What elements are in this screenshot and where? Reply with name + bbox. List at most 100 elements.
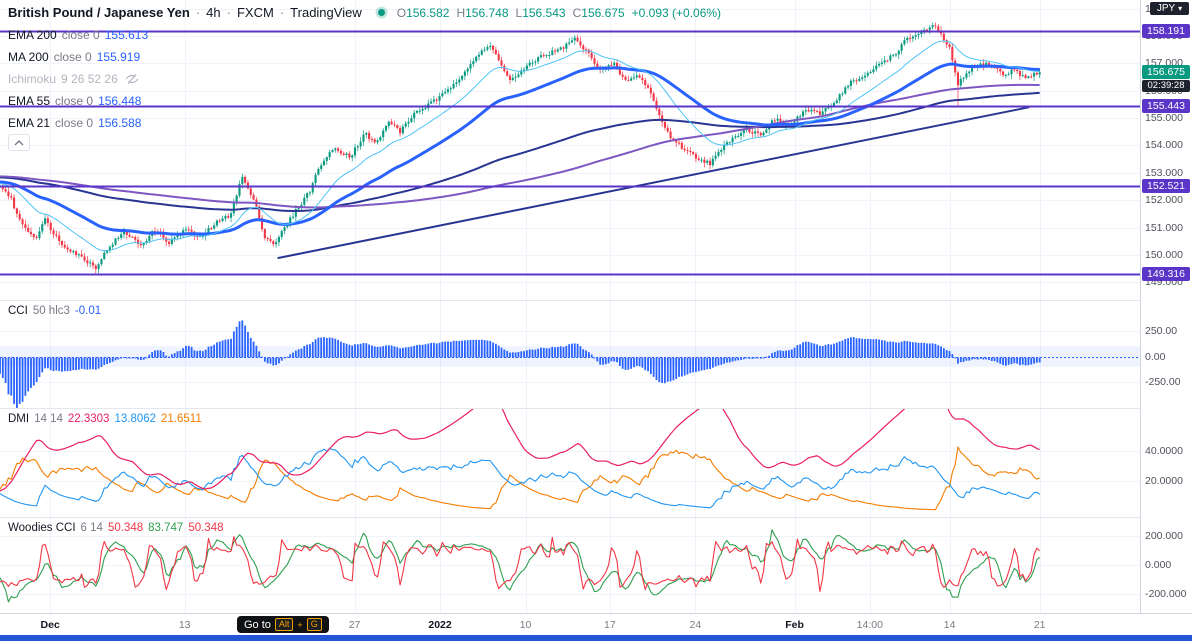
indicator-value: 13.8062 — [114, 413, 157, 425]
indicator-params: 6 14 — [80, 522, 103, 534]
dmi-scale-tick: 40.0000 — [1145, 445, 1183, 457]
symbol-exchange: FXCM — [236, 5, 274, 20]
bar-countdown-badge: 02:39:28 — [1142, 80, 1190, 93]
g-keycap: G — [306, 618, 322, 631]
time-axis-label: 21 — [1033, 619, 1046, 631]
cci-scale-tick: -250.00 — [1145, 376, 1181, 389]
indicator-value: 155.613 — [104, 28, 149, 42]
symbol-interval[interactable]: 4h — [206, 5, 221, 20]
symbol-title[interactable]: British Pound / Japanese Yen — [8, 5, 190, 20]
footer-bar — [0, 635, 1192, 641]
indicator-value: -0.01 — [74, 305, 102, 317]
time-axis-label: Dec — [40, 619, 60, 631]
woodies-scale-tick: -200.000 — [1145, 588, 1187, 600]
indicator-params: 9 26 52 26 — [61, 72, 118, 86]
dmi-scale-tick: 20.0000 — [1145, 475, 1183, 487]
dmi-legend[interactable]: DMI 14 14 22.3303 13.8062 21.6511 — [8, 413, 202, 425]
indicator-legend-row[interactable]: EMA 55 close 0 156.448 — [8, 90, 148, 112]
indicator-value: 50.348 — [107, 522, 144, 534]
dmi-indicator-pane[interactable] — [0, 409, 1140, 517]
currency-dropdown[interactable]: JPY ▾ — [1150, 2, 1189, 15]
indicator-value: 83.747 — [148, 522, 184, 534]
indicator-name: Woodies CCI — [8, 522, 76, 534]
price-level-badge: 152.521 — [1142, 178, 1190, 193]
platform-name: TradingView — [290, 5, 362, 20]
time-axis-label: 14 — [943, 619, 956, 631]
separator-dot: · — [195, 5, 201, 20]
price-level-badge: 155.443 — [1142, 99, 1190, 114]
woodies-cci-pane[interactable] — [0, 518, 1140, 613]
indicator-name: DMI — [8, 413, 30, 425]
time-axis-label: 17 — [604, 619, 616, 631]
price-scale-tick: 155.000 — [1145, 112, 1183, 125]
separator-dot: · — [279, 5, 285, 20]
indicator-params: 14 14 — [34, 413, 63, 425]
price-level-badge: 149.316 — [1142, 266, 1190, 281]
indicator-name: Ichimoku — [8, 72, 57, 86]
cci-indicator-pane[interactable] — [0, 301, 1140, 408]
woodies-legend[interactable]: Woodies CCI 6 14 50.348 83.747 50.348 — [8, 522, 224, 534]
alt-keycap: Alt — [274, 618, 294, 631]
price-scale-tick: 151.000 — [1145, 221, 1183, 234]
plus-sign: + — [297, 619, 303, 630]
price-change: +0.093 (+0.06%) — [631, 5, 722, 20]
indicators-legend: EMA 200 close 0 155.613 MA 200 close 0 155.91… — [8, 24, 148, 134]
indicator-value: 156.588 — [98, 116, 142, 130]
price-scale-tick: 153.000 — [1145, 166, 1183, 179]
price-level-badge: 158.191 — [1142, 23, 1190, 38]
indicator-value: 22.3303 — [67, 413, 110, 425]
separator-dot: · — [226, 5, 231, 20]
pane-separator[interactable] — [0, 517, 1192, 518]
pane-separator[interactable] — [0, 408, 1192, 409]
indicator-legend-row[interactable]: EMA 21 close 0 156.588 — [8, 112, 148, 134]
indicator-legend-row[interactable]: MA 200 close 0 155.919 — [8, 46, 148, 68]
chevron-down-icon: ▾ — [1178, 3, 1183, 13]
time-axis-label: 13 — [178, 619, 191, 631]
indicator-value: 156.448 — [98, 94, 142, 108]
ohlc-readout: O 156.582 H 156.748 L 156.543 C 156.675 +0.0… — [397, 6, 721, 20]
low-value: L 156.543 — [515, 5, 566, 20]
indicator-params: close 0 — [53, 50, 92, 64]
indicator-params: close 0 — [61, 28, 100, 42]
cci-scale-tick: 0.00 — [1145, 350, 1166, 363]
pane-separator[interactable] — [0, 300, 1192, 301]
high-value: H 156.748 — [456, 5, 509, 20]
woodies-scale-tick: 200.000 — [1145, 529, 1183, 542]
indicator-value: 155.919 — [96, 50, 141, 64]
visibility-off-icon[interactable] — [125, 73, 139, 85]
time-axis[interactable]: Go to Alt + G Dec 13 27 2022 10 17 24 Feb 14:00 1… — [0, 613, 1192, 635]
indicator-name: MA 200 — [8, 50, 49, 64]
time-axis-label: 10 — [519, 619, 532, 631]
indicator-value: 50.348 — [188, 522, 224, 534]
time-axis-label: 14:00 — [856, 619, 883, 631]
price-scale[interactable]: JPY ▾ 159.000158.000157.000156.000155.00… — [1140, 0, 1192, 613]
goto-label: Go to — [244, 618, 271, 631]
woodies-scale-tick: 0.000 — [1145, 558, 1172, 571]
cci-legend[interactable]: CCI 50 hlc3 -0.01 — [8, 305, 101, 317]
indicator-legend-row[interactable]: EMA 200 close 0 155.613 — [8, 24, 148, 46]
indicator-params: close 0 — [55, 116, 94, 130]
indicator-name: EMA 200 — [8, 28, 57, 42]
main-price-chart[interactable] — [0, 0, 1140, 300]
time-axis-label: Feb — [785, 619, 804, 631]
last-price-badge: 156.675 — [1142, 65, 1190, 80]
indicator-value: 21.6511 — [161, 413, 202, 425]
time-axis-label: 24 — [689, 619, 702, 631]
indicator-name: EMA 21 — [8, 116, 51, 130]
indicator-name: CCI — [8, 305, 28, 317]
indicator-name: EMA 55 — [8, 94, 51, 108]
price-scale-tick: 154.000 — [1145, 139, 1183, 152]
market-status-icon — [377, 9, 385, 16]
symbol-header: British Pound / Japanese Yen · 4h · FXCM… — [8, 5, 721, 20]
open-value: O 156.582 — [396, 5, 450, 20]
chart-panes — [0, 0, 1140, 613]
legend-collapse-button[interactable] — [8, 134, 30, 151]
indicator-params: close 0 — [55, 94, 94, 108]
price-scale-tick: 152.000 — [1145, 194, 1183, 207]
cci-scale-tick: 250.00 — [1145, 324, 1178, 337]
currency-label: JPY — [1156, 3, 1176, 14]
indicator-legend-row[interactable]: Ichimoku 9 26 52 26 — [8, 68, 148, 90]
indicator-params: 50 hlc3 — [32, 305, 70, 317]
time-axis-label: 2022 — [428, 619, 452, 631]
